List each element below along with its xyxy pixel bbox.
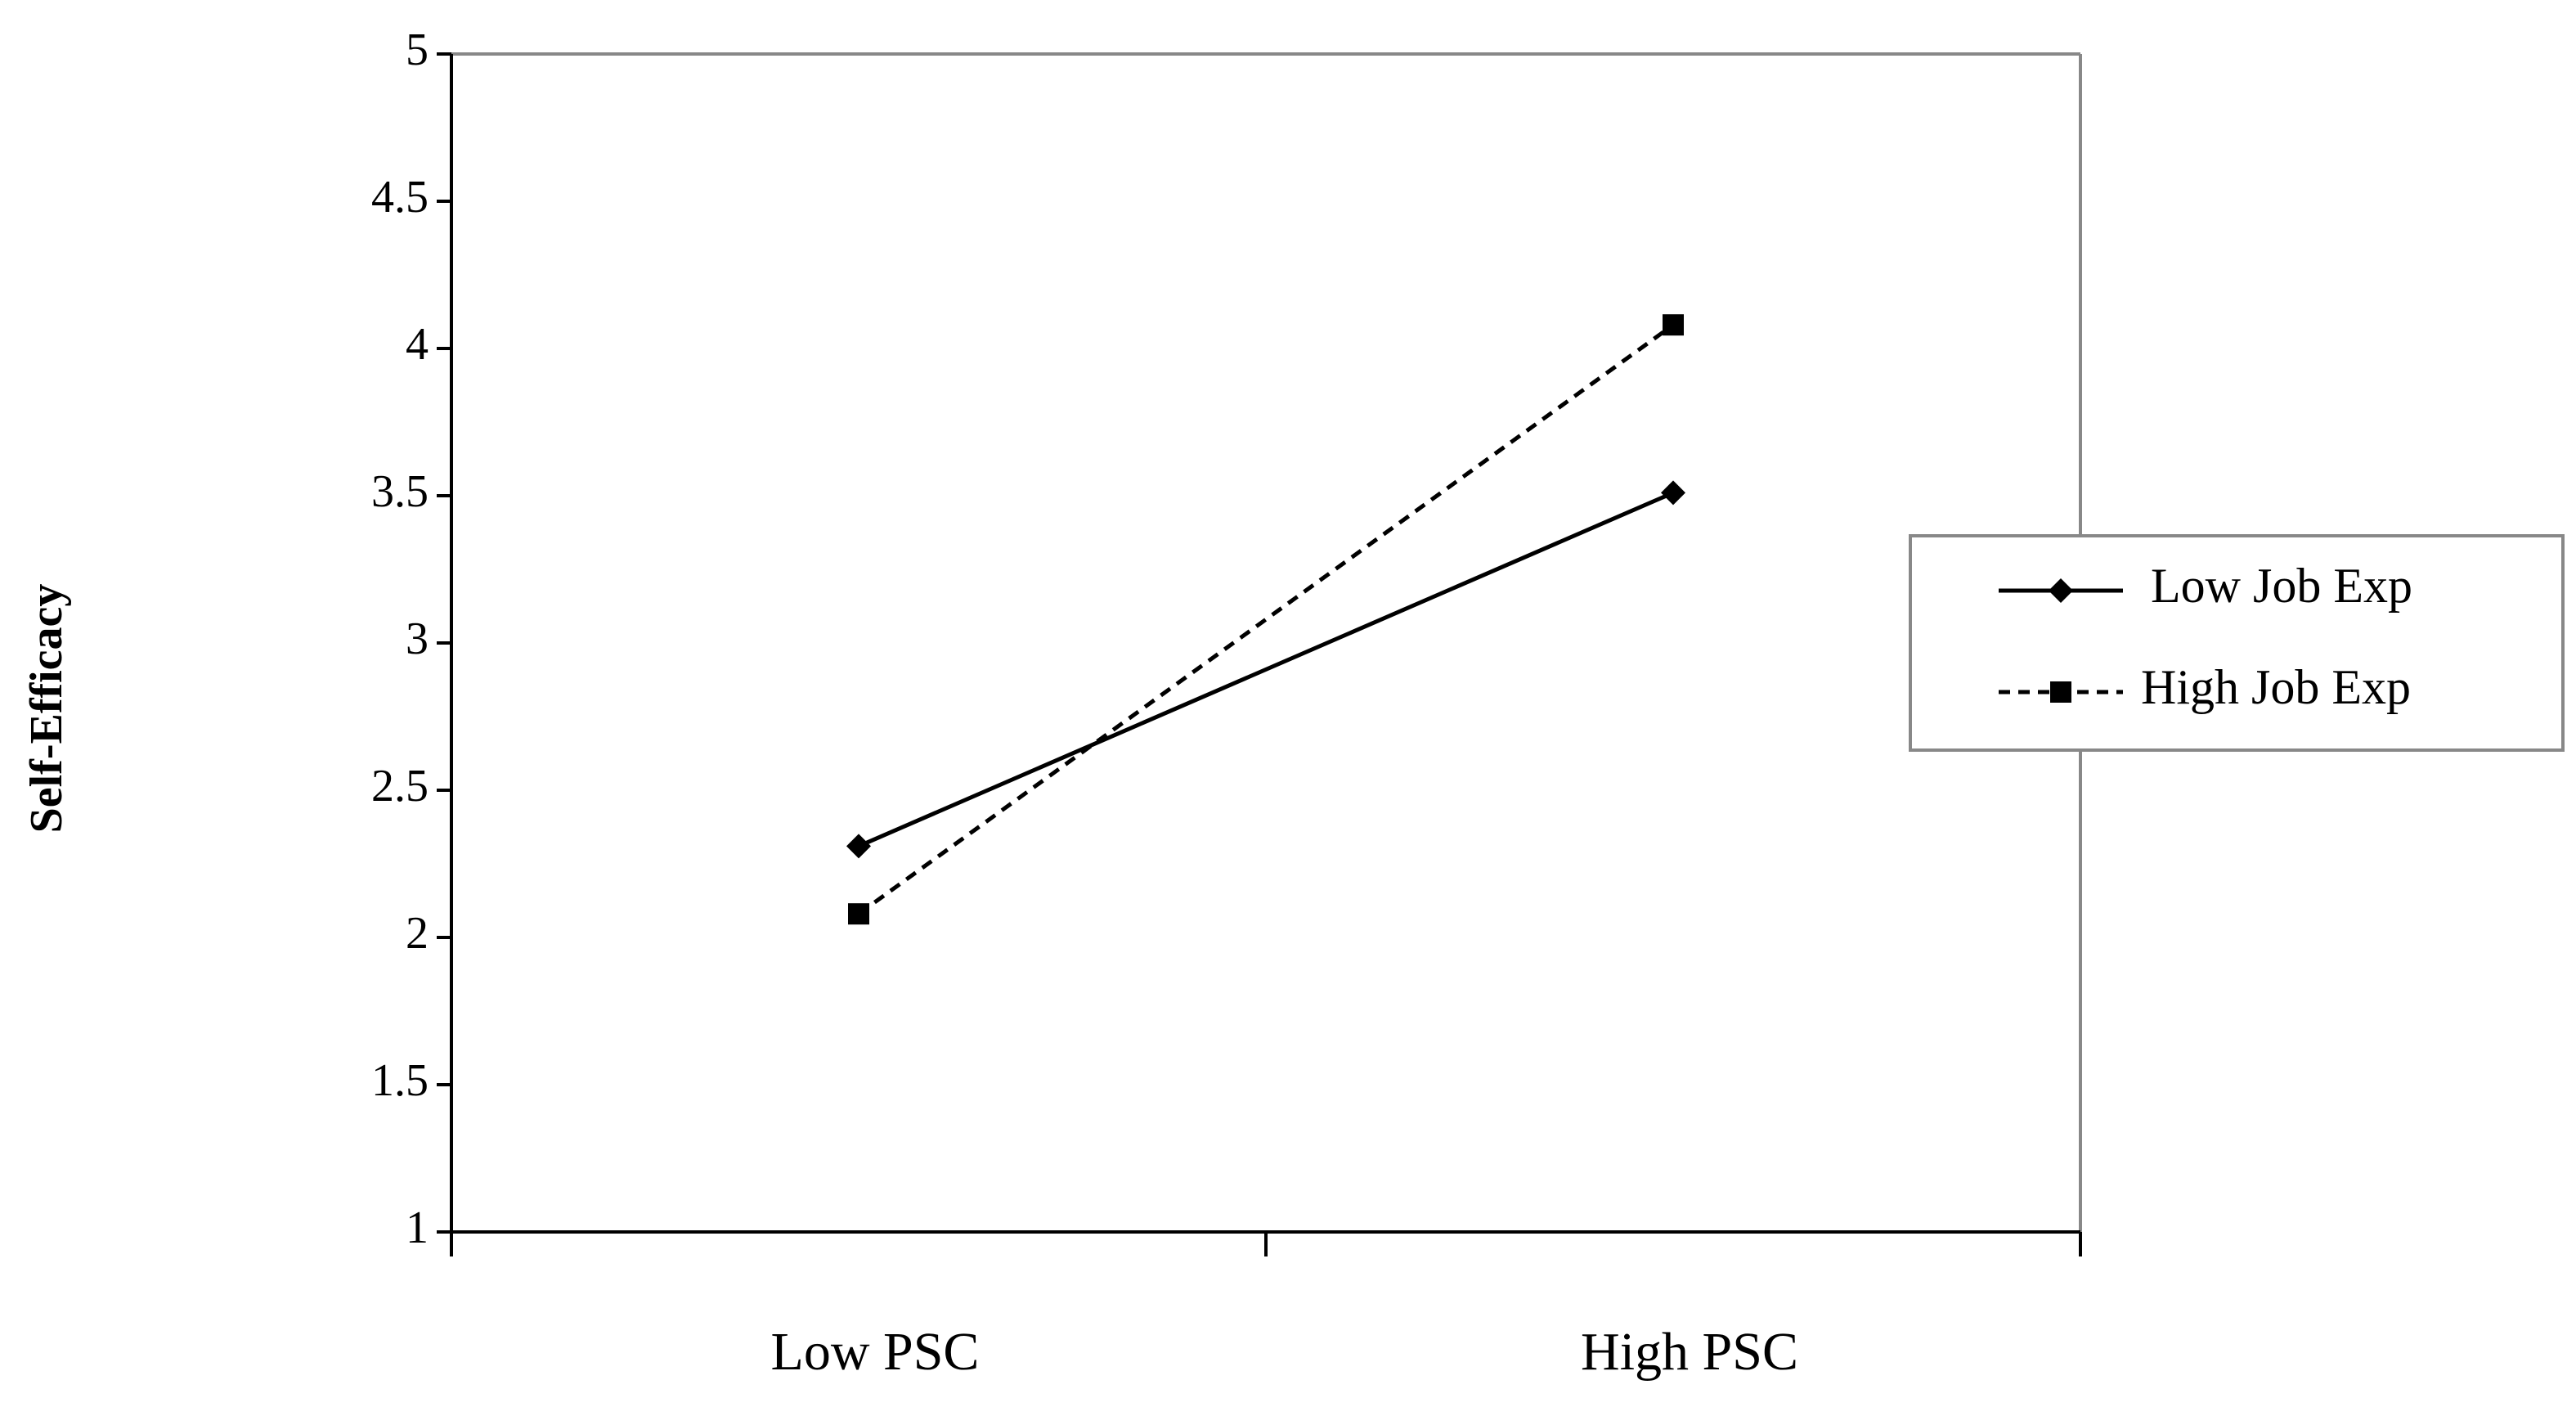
- legend-label: Low Job Exp: [2151, 559, 2412, 613]
- legend-marker-diamond: [2049, 578, 2073, 603]
- y-tick-label: 3.5: [371, 466, 429, 517]
- plot-frame: [450, 52, 2082, 1235]
- y-tick-label: 4.5: [371, 172, 429, 223]
- legend-box: [1909, 534, 2565, 752]
- y-tick-label: 2: [406, 908, 429, 959]
- y-tick-label: 1: [406, 1202, 429, 1253]
- data-point-diamond: [846, 834, 871, 859]
- series-line: [857, 323, 1675, 916]
- legend-item: High Job Exp: [1999, 660, 2411, 714]
- legend: Low Job Exp High Job Exp: [1909, 534, 2565, 752]
- x-ticks: Low PSC High PSC: [450, 1232, 2082, 1382]
- y-tick-label: 4: [406, 319, 429, 370]
- x-category-label: Low PSC: [771, 1322, 980, 1382]
- y-tick-label: 2.5: [371, 761, 429, 811]
- series-line: [858, 491, 1674, 848]
- y-tick-label: 1.5: [371, 1055, 429, 1106]
- y-tick-label: 3: [406, 614, 429, 664]
- legend-items: Low Job Exp High Job Exp: [1999, 559, 2412, 714]
- legend-item: Low Job Exp: [1999, 559, 2412, 613]
- y-axis-label: Self-Efficacy: [21, 584, 72, 834]
- y-ticks: 1 1.5 2 2.5 3 3.5 4 4.5 5: [371, 25, 451, 1253]
- legend-marker-square: [2050, 681, 2071, 703]
- data-point-diamond: [1661, 480, 1685, 506]
- data-point-square: [1663, 314, 1684, 336]
- data-point-square: [848, 903, 869, 925]
- y-tick-label: 5: [406, 25, 429, 75]
- x-category-label: High PSC: [1581, 1322, 1798, 1382]
- legend-label: High Job Exp: [2141, 660, 2411, 714]
- series-high-job-exp: [848, 314, 1684, 925]
- series-low-job-exp: [846, 480, 1685, 859]
- series-layer: [846, 314, 1685, 925]
